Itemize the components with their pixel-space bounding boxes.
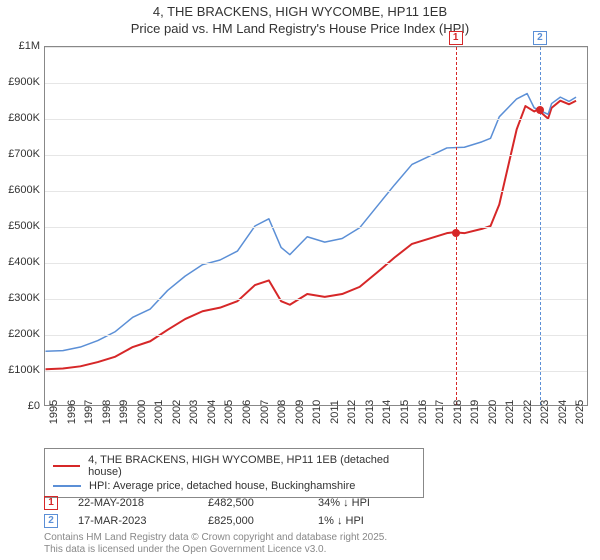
sale-price: £825,000 xyxy=(208,515,298,527)
x-axis-label: 1996 xyxy=(66,400,78,424)
x-axis-label: 2016 xyxy=(417,400,429,424)
x-axis-label: 2022 xyxy=(522,400,534,424)
x-axis-label: 1995 xyxy=(48,400,60,424)
y-axis-label: £200K xyxy=(8,328,40,340)
footer-line-2: This data is licensed under the Open Gov… xyxy=(44,544,387,556)
x-axis-label: 2014 xyxy=(381,400,393,424)
x-axis-label: 2005 xyxy=(223,400,235,424)
x-axis-label: 2001 xyxy=(153,400,165,424)
sale-row: 1 22-MAY-2018 £482,500 34% ↓ HPI xyxy=(44,494,418,512)
x-axis-label: 2006 xyxy=(241,400,253,424)
sale-date: 17-MAR-2023 xyxy=(78,515,188,527)
gridline xyxy=(45,335,587,336)
gridline xyxy=(45,83,587,84)
x-axis-label: 1998 xyxy=(101,400,113,424)
y-axis-label: £900K xyxy=(8,76,40,88)
sale-badge: 2 xyxy=(44,514,58,528)
x-axis-label: 2020 xyxy=(487,400,499,424)
legend-item: 4, THE BRACKENS, HIGH WYCOMBE, HP11 1EB … xyxy=(53,453,415,479)
gridline xyxy=(45,119,587,120)
series-line xyxy=(46,101,577,370)
x-axis-label: 2011 xyxy=(329,400,341,424)
sale-marker-dot xyxy=(536,106,544,114)
title-line-1: 4, THE BRACKENS, HIGH WYCOMBE, HP11 1EB xyxy=(0,4,600,21)
legend-item: HPI: Average price, detached house, Buck… xyxy=(53,479,415,493)
x-axis-label: 2019 xyxy=(469,400,481,424)
gridline xyxy=(45,227,587,228)
x-axis-label: 2000 xyxy=(136,400,148,424)
x-axis-label: 2004 xyxy=(206,400,218,424)
y-axis-label: £100K xyxy=(8,364,40,376)
x-axis-label: 2008 xyxy=(276,400,288,424)
sales-table: 1 22-MAY-2018 £482,500 34% ↓ HPI 2 17-MAR-202… xyxy=(44,494,418,530)
sale-row: 2 17-MAR-2023 £825,000 1% ↓ HPI xyxy=(44,512,418,530)
sale-price: £482,500 xyxy=(208,497,298,509)
series-line xyxy=(46,94,577,352)
y-axis-label: £800K xyxy=(8,112,40,124)
x-axis-label: 2023 xyxy=(539,400,551,424)
gridline xyxy=(45,299,587,300)
chart-lines-svg xyxy=(45,47,587,405)
sale-badge: 1 xyxy=(44,496,58,510)
x-axis-label: 2024 xyxy=(557,400,569,424)
chart-title: 4, THE BRACKENS, HIGH WYCOMBE, HP11 1EB … xyxy=(0,0,600,38)
gridline xyxy=(45,263,587,264)
gridline xyxy=(45,155,587,156)
title-line-2: Price paid vs. HM Land Registry's House … xyxy=(0,21,600,38)
x-axis-label: 2002 xyxy=(171,400,183,424)
gridline xyxy=(45,47,587,48)
x-axis-label: 2007 xyxy=(259,400,271,424)
y-axis-label: £300K xyxy=(8,292,40,304)
sale-vline xyxy=(456,47,457,405)
chart-legend: 4, THE BRACKENS, HIGH WYCOMBE, HP11 1EB … xyxy=(44,448,424,498)
x-axis-label: 2012 xyxy=(346,400,358,424)
x-axis-label: 1997 xyxy=(83,400,95,424)
y-axis-label: £600K xyxy=(8,184,40,196)
legend-swatch xyxy=(53,485,81,487)
price-chart: 12 xyxy=(44,46,588,406)
sale-vline-badge: 1 xyxy=(449,31,463,45)
x-axis-label: 2010 xyxy=(311,400,323,424)
y-axis-label: £400K xyxy=(8,256,40,268)
x-axis-label: 2017 xyxy=(434,400,446,424)
x-axis-label: 2013 xyxy=(364,400,376,424)
x-axis-label: 2015 xyxy=(399,400,411,424)
x-axis-label: 2018 xyxy=(452,400,464,424)
sale-vline-badge: 2 xyxy=(533,31,547,45)
gridline xyxy=(45,371,587,372)
legend-label: 4, THE BRACKENS, HIGH WYCOMBE, HP11 1EB … xyxy=(88,454,415,478)
sale-diff: 34% ↓ HPI xyxy=(318,497,418,509)
footer-line-1: Contains HM Land Registry data © Crown c… xyxy=(44,532,387,544)
sale-diff: 1% ↓ HPI xyxy=(318,515,418,527)
y-axis-label: £0 xyxy=(28,400,40,412)
x-axis-label: 2003 xyxy=(188,400,200,424)
legend-label: HPI: Average price, detached house, Buck… xyxy=(89,480,355,492)
x-axis-label: 2009 xyxy=(294,400,306,424)
x-axis-label: 2021 xyxy=(504,400,516,424)
footer-attribution: Contains HM Land Registry data © Crown c… xyxy=(44,532,387,556)
sale-vline xyxy=(540,47,541,405)
sale-marker-dot xyxy=(452,229,460,237)
y-axis-label: £500K xyxy=(8,220,40,232)
y-axis-label: £700K xyxy=(8,148,40,160)
gridline xyxy=(45,191,587,192)
legend-swatch xyxy=(53,465,80,467)
y-axis-label: £1M xyxy=(19,40,40,52)
x-axis-label: 1999 xyxy=(118,400,130,424)
x-axis-label: 2025 xyxy=(574,400,586,424)
sale-date: 22-MAY-2018 xyxy=(78,497,188,509)
